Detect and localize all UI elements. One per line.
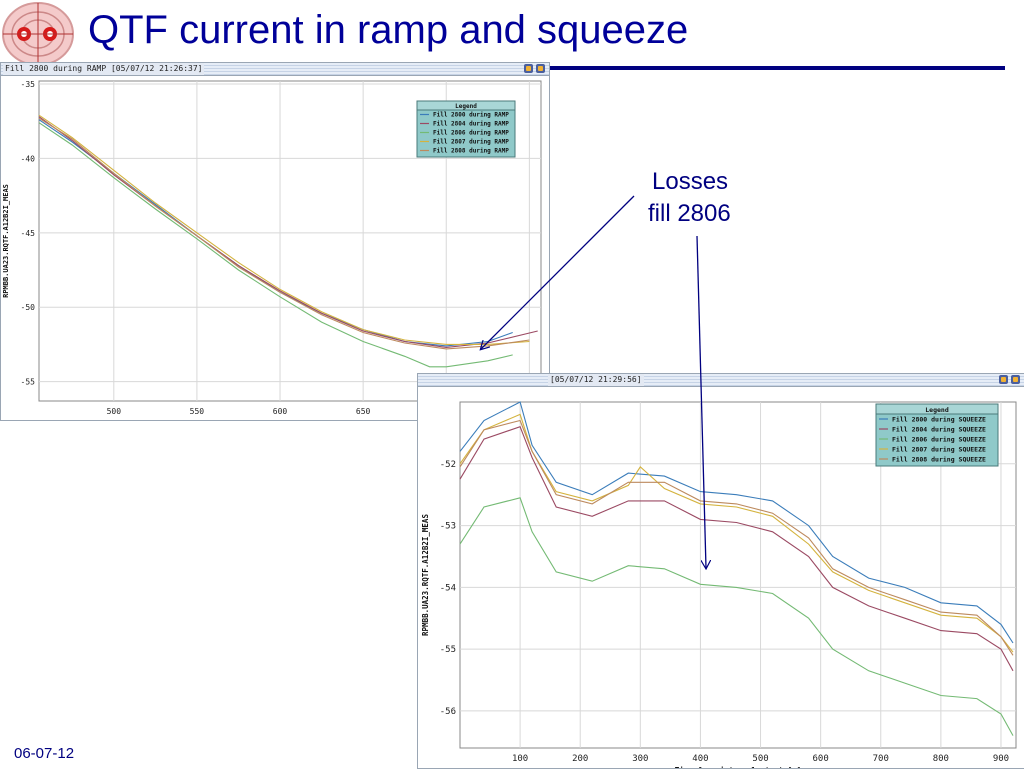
slide-title: QTF current in ramp and squeeze [88, 8, 689, 52]
y-tick-label: -56 [440, 707, 456, 717]
ramp-chart-window: Fill 2800 during RAMP [05/07/12 21:26:37… [0, 62, 550, 421]
lhc-logo-icon [2, 2, 74, 66]
x-tick-label: 600 [273, 407, 288, 416]
export-icon[interactable] [524, 64, 533, 73]
y-tick-label: -54 [440, 583, 456, 593]
series-line-5 [459, 419, 1014, 656]
x-tick-label: 700 [873, 754, 889, 764]
slide-date: 06-07-12 [14, 745, 75, 762]
series-line-2 [459, 426, 1014, 672]
y-axis-label: RPMBB.UA23.RQTF.A12B2I_MEAS [2, 184, 10, 298]
x-tick-label: 100 [512, 754, 528, 764]
legend-entry-3: Fill 2806 during RAMP [433, 130, 509, 137]
title-underline [548, 66, 1005, 70]
ramp-window-title: Fill 2800 during RAMP [05/07/12 21:26:37… [3, 63, 205, 75]
x-tick-label: 650 [356, 407, 371, 416]
x-tick-label: 500 [107, 407, 122, 416]
x-tick-label: 550 [190, 407, 205, 416]
legend-title: Legend [455, 103, 477, 110]
x-tick-label: 300 [632, 754, 648, 764]
series-line-2 [38, 116, 538, 348]
x-tick-label: 600 [813, 754, 829, 764]
legend-entry-1: Fill 2800 during SQUEEZE [892, 415, 986, 423]
series-line-5 [38, 117, 530, 350]
series-line-1 [459, 401, 1014, 644]
y-tick-label: -55 [440, 645, 456, 655]
series-line-4 [38, 114, 530, 345]
legend-title: Legend [925, 406, 949, 414]
legend-header [875, 403, 999, 415]
y-tick-label: -52 [440, 460, 456, 470]
x-tick-label: 500 [752, 754, 768, 764]
squeeze-chart-window: [05/07/12 21:29:56] 100 200 300 400 500 600 70… [417, 373, 1024, 769]
series-line-3 [459, 497, 1014, 736]
y-tick-label: -45 [21, 229, 36, 238]
x-tick-label: 800 [933, 754, 949, 764]
refresh-icon[interactable] [536, 64, 545, 73]
y-tick-label: -35 [21, 80, 36, 89]
refresh-icon[interactable] [1011, 375, 1020, 384]
y-tick-label: -50 [21, 303, 36, 312]
y-tick-label: -53 [440, 522, 456, 532]
legend-entry-5: Fill 2808 during SQUEEZE [892, 455, 986, 463]
export-icon[interactable] [999, 375, 1008, 384]
series-line-3 [38, 122, 513, 368]
legend-entry-3: Fill 2806 during SQUEEZE [892, 435, 986, 443]
x-tick-label: 400 [692, 754, 708, 764]
ramp-window-titlebar[interactable]: Fill 2800 during RAMP [05/07/12 21:26:37… [1, 63, 549, 76]
legend-entry-5: Fill 2808 during RAMP [433, 148, 509, 155]
legend-header [416, 100, 516, 111]
y-tick-label: -55 [21, 378, 36, 387]
legend-entry-4: Fill 2807 during RAMP [433, 139, 509, 146]
squeeze-window-title: [05/07/12 21:29:56] [548, 374, 644, 386]
squeeze-window-titlebar[interactable]: [05/07/12 21:29:56] [418, 374, 1024, 387]
legend-entry-4: Fill 2807 during SQUEEZE [892, 445, 986, 453]
x-tick-label: 900 [993, 754, 1009, 764]
y-axis-label: RPMBB.UA23.RQTF.A12B2I_MEAS [421, 514, 430, 636]
ramp-chart: 500550600650700750-35-40-45-50-55Time fr… [2, 80, 542, 416]
legend-entry-2: Fill 2804 during SQUEEZE [892, 425, 986, 433]
y-tick-label: -40 [21, 154, 36, 163]
x-axis-label: Time from interval start [s] [675, 766, 801, 768]
x-tick-label: 200 [572, 754, 588, 764]
losses-annotation-line1: Losses [652, 168, 729, 195]
legend-entry-1: Fill 2800 during RAMP [433, 112, 509, 119]
losses-annotation-line2: fill 2806 [648, 200, 731, 227]
legend-entry-2: Fill 2804 during RAMP [433, 121, 509, 128]
squeeze-chart: 100 200 300 400 500 600 700 800 900 -52 -53 -54 -55 -… [421, 401, 1017, 768]
